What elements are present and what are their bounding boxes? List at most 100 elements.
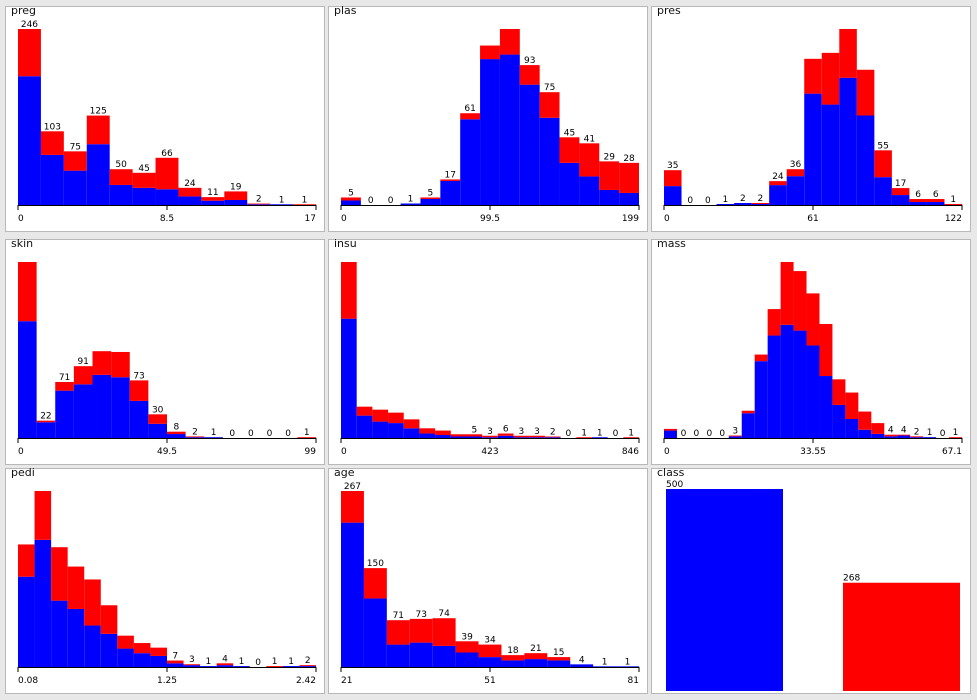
- bar-segment-red: [524, 653, 548, 660]
- bar-segment-blue: [51, 600, 68, 667]
- bar-segment-red: [224, 191, 248, 200]
- bar-segment-blue: [616, 666, 639, 667]
- x-tick-label: 2.42: [296, 676, 316, 686]
- x-tick-label: 61: [807, 214, 818, 224]
- histogram-title: preg: [11, 4, 36, 17]
- bar-segment-red: [18, 262, 37, 322]
- bar-count-label: 36: [790, 160, 802, 170]
- bar-count-label: 1: [581, 428, 587, 438]
- bar-segment-blue: [155, 189, 179, 205]
- bar-count-label: 1: [625, 657, 631, 667]
- bar-segment-red: [664, 170, 682, 187]
- histogram-title: pedi: [11, 466, 35, 479]
- bar-segment-red: [897, 434, 911, 436]
- histogram-skin: skin 22 71 91 73 30 8 2 1 0 0 0 0 1 0 49.5 99: [5, 237, 325, 465]
- bar-count-label: 5: [348, 188, 354, 198]
- bar-segment-red: [599, 161, 620, 190]
- bar-segment-red: [435, 430, 451, 436]
- bar-count-label: 29: [603, 152, 615, 162]
- bar-segment-red: [155, 157, 179, 190]
- bar-segment-blue: [40, 154, 64, 205]
- bar-segment-blue: [734, 203, 752, 205]
- bar-count-label: 66: [161, 149, 173, 159]
- bar-segment-red: [466, 434, 483, 437]
- bar-segment-red: [341, 262, 357, 319]
- bar-count-label: 11: [207, 188, 218, 198]
- bar-count-label: 1: [950, 195, 956, 205]
- bar-count-label: 268: [843, 574, 860, 584]
- bar-segment-red: [839, 29, 857, 78]
- bar-segment-red: [51, 547, 68, 601]
- bar-count-label: 2: [550, 428, 556, 438]
- bar-count-label: 2: [256, 195, 262, 205]
- bar-segment-blue: [599, 189, 620, 205]
- bar-count-label: 2: [192, 427, 198, 437]
- bar-segment-blue: [200, 666, 217, 667]
- bar-segment-blue: [167, 434, 186, 438]
- bar-segment-blue: [513, 437, 530, 438]
- bar-segment-red: [111, 351, 130, 378]
- bar-segment-blue: [386, 644, 410, 667]
- bar-count-label: 75: [544, 83, 555, 93]
- bar-segment-red: [36, 420, 56, 423]
- bar-segment-red: [843, 582, 960, 691]
- bar-segment-red: [480, 45, 500, 60]
- bar-segment-blue: [769, 185, 787, 205]
- bar-segment-red: [576, 437, 592, 438]
- x-tick-label: 0: [341, 214, 347, 224]
- bar-count-label: 50: [115, 160, 127, 170]
- bar-count-label: 1: [279, 195, 285, 205]
- bar-segment-red: [129, 380, 149, 401]
- bar-segment-blue: [793, 330, 807, 438]
- bar-segment-blue: [519, 84, 540, 205]
- x-tick-label: 0: [664, 447, 670, 457]
- bar-segment-blue: [539, 117, 560, 205]
- bar-count-label: 0: [719, 429, 725, 439]
- x-tick-label: 0.08: [18, 676, 38, 686]
- bar-segment-blue: [216, 665, 234, 667]
- bar-count-label: 39: [461, 632, 473, 642]
- bar-segment-red: [871, 423, 885, 434]
- bar-segment-blue: [18, 576, 35, 667]
- bar-count-label: 1: [206, 657, 212, 667]
- bar-segment-blue: [884, 436, 898, 438]
- bar-segment-blue: [341, 200, 361, 205]
- bar-segment-blue: [201, 200, 225, 205]
- bar-segment-blue: [132, 187, 156, 205]
- bar-segment-blue: [856, 115, 875, 205]
- bar-count-label: 0: [940, 429, 946, 439]
- bar-segment-red: [178, 187, 202, 197]
- bar-count-label: 246: [21, 20, 38, 30]
- bar-segment-red: [497, 433, 514, 436]
- bar-segment-blue: [547, 660, 571, 667]
- bar-count-label: 1: [302, 195, 308, 205]
- bar-segment-blue: [819, 376, 833, 438]
- bar-count-label: 75: [70, 142, 81, 152]
- bar-count-label: 45: [138, 164, 149, 174]
- bar-segment-red: [858, 411, 872, 430]
- bar-segment-red: [18, 29, 41, 77]
- bar-segment-blue: [845, 418, 859, 438]
- histogram-title: age: [334, 466, 355, 479]
- bar-segment-red: [420, 197, 441, 199]
- bar-segment-blue: [67, 608, 85, 667]
- bar-segment-blue: [148, 423, 167, 438]
- bar-segment-red: [67, 566, 85, 609]
- bar-count-label: 19: [230, 182, 242, 192]
- bar-count-label: 1: [408, 194, 414, 204]
- histogram-title: class: [657, 466, 685, 479]
- bar-count-label: 21: [530, 644, 541, 654]
- bar-segment-blue: [183, 665, 201, 667]
- bar-segment-blue: [891, 195, 910, 205]
- bar-segment-blue: [450, 436, 467, 438]
- bar-count-label: 267: [344, 482, 361, 492]
- bar-segment-blue: [167, 663, 184, 667]
- histogram-title: insu: [334, 237, 357, 250]
- x-tick-label: 67.1: [942, 447, 962, 457]
- bar-segment-red: [34, 491, 52, 540]
- bar-segment-red: [460, 113, 481, 120]
- bar-segment-red: [664, 428, 677, 431]
- x-tick-label: 199: [622, 214, 639, 224]
